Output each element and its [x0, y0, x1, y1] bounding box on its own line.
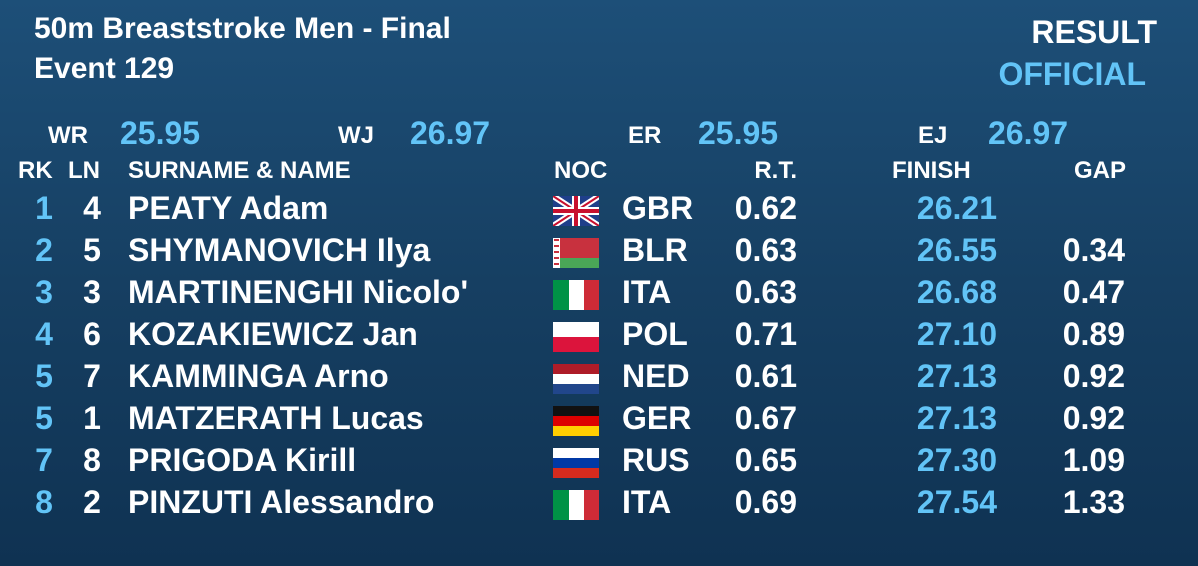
gap: 0.92 [1062, 358, 1125, 395]
finish-time: 26.68 [916, 274, 997, 311]
athlete-name: PRIGODA Kirill [128, 442, 357, 479]
status: RESULT [1031, 14, 1157, 51]
flag [553, 280, 599, 310]
record-label: WR [48, 121, 88, 149]
col-header: GAP [1073, 156, 1126, 184]
gap: 0.92 [1062, 400, 1125, 437]
record-time: 26.97 [988, 115, 1069, 152]
reaction-time: 0.63 [734, 232, 797, 269]
rank: 3 [35, 274, 53, 311]
rank: 8 [35, 484, 53, 521]
col-header: FINISH [892, 156, 971, 184]
flag [553, 448, 599, 478]
noc: NED [622, 358, 690, 395]
rank: 5 [35, 400, 53, 437]
record-time: 25.95 [698, 115, 779, 152]
rank: 4 [35, 316, 53, 353]
athlete-name: KOZAKIEWICZ Jan [128, 316, 418, 353]
flag [553, 406, 599, 436]
record-time: 26.97 [410, 115, 491, 152]
finish-time: 27.54 [916, 484, 997, 521]
athlete-name: SHYMANOVICH Ilya [128, 232, 431, 269]
noc: POL [622, 316, 688, 353]
noc: RUS [622, 442, 690, 479]
rank: 1 [35, 190, 53, 227]
athlete-name: PEATY Adam [128, 190, 329, 227]
lane: 2 [83, 484, 101, 521]
col-header: SURNAME & NAME [128, 156, 351, 184]
reaction-time: 0.69 [734, 484, 797, 521]
col-header: R.T. [754, 156, 797, 184]
lane: 8 [83, 442, 101, 479]
athlete-name: MATZERATH Lucas [128, 400, 424, 437]
gap: 0.89 [1062, 316, 1125, 353]
lane: 6 [83, 316, 101, 353]
noc: BLR [622, 232, 688, 269]
finish-time: 27.10 [916, 316, 997, 353]
finish-time: 26.55 [916, 232, 997, 269]
noc: ITA [622, 484, 672, 521]
flag [553, 238, 599, 268]
title: 50m Breaststroke Men - Final [34, 11, 451, 45]
noc: GBR [622, 190, 694, 227]
rank: 5 [35, 358, 53, 395]
col-header: NOC [554, 156, 608, 184]
event-number: Event 129 [34, 51, 175, 85]
lane: 1 [83, 400, 101, 437]
finish-time: 26.21 [916, 190, 997, 227]
reaction-time: 0.63 [734, 274, 797, 311]
flag [553, 490, 599, 520]
official-label: OFFICIAL [998, 56, 1146, 93]
gap: 1.33 [1062, 484, 1125, 521]
reaction-time: 0.65 [734, 442, 797, 479]
flag [553, 364, 599, 394]
reaction-time: 0.61 [734, 358, 797, 395]
col-header: LN [68, 156, 100, 184]
finish-time: 27.13 [916, 358, 997, 395]
gap: 0.47 [1062, 274, 1125, 311]
lane: 5 [83, 232, 101, 269]
flag [553, 196, 599, 226]
gap: 1.09 [1062, 442, 1125, 479]
record-label: WJ [338, 121, 374, 149]
noc: ITA [622, 274, 672, 311]
rank: 7 [35, 442, 53, 479]
lane: 3 [83, 274, 101, 311]
athlete-name: MARTINENGHI Nicolo' [128, 274, 469, 311]
reaction-time: 0.67 [734, 400, 797, 437]
lane: 7 [83, 358, 101, 395]
reaction-time: 0.62 [734, 190, 797, 227]
reaction-time: 0.71 [734, 316, 797, 353]
col-header: RK [18, 156, 53, 184]
record-label: EJ [918, 121, 948, 149]
athlete-name: KAMMINGA Arno [128, 358, 389, 395]
finish-time: 27.13 [916, 400, 997, 437]
athlete-name: PINZUTI Alessandro [128, 484, 435, 521]
record-time: 25.95 [120, 115, 201, 152]
noc: GER [622, 400, 692, 437]
rank: 2 [35, 232, 53, 269]
gap: 0.34 [1062, 232, 1125, 269]
lane: 4 [83, 190, 101, 227]
flag [553, 322, 599, 352]
record-label: ER [628, 121, 662, 149]
finish-time: 27.30 [916, 442, 997, 479]
